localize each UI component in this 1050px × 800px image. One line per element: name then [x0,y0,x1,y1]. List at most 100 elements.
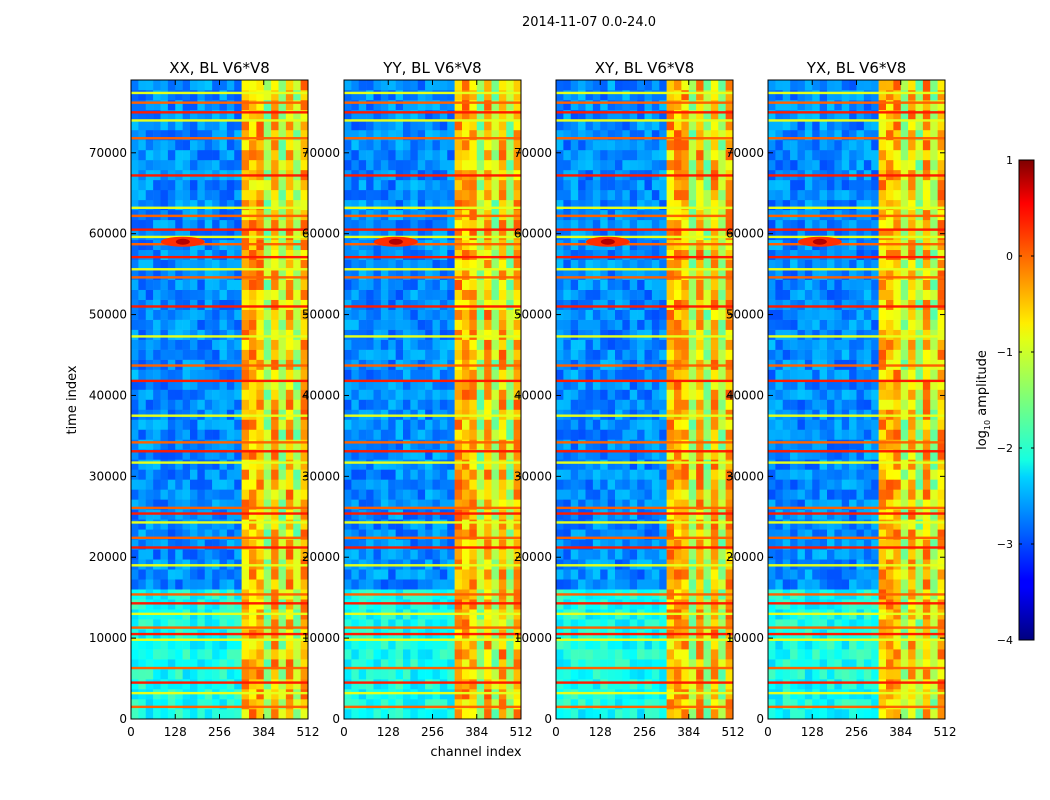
heatmap-cell [241,639,250,650]
heatmap-cell [293,129,301,141]
heatmap-cell [506,479,514,490]
heatmap-cell [278,569,287,580]
heatmap-cell [285,149,294,161]
heatmap-cell [256,339,265,350]
heatmap-cell [153,179,161,191]
heatmap-cell [358,219,367,231]
heatmap-cell [674,279,682,290]
heatmap-cell [513,99,522,111]
heatmap-cell [439,489,448,500]
heatmap-cell [271,299,279,310]
heatmap-cell [226,309,235,320]
heatmap-cell [197,569,206,580]
heatmap-cell [439,119,448,131]
heatmap-cell [498,369,507,380]
heatmap-cell [607,669,616,680]
heatmap-cell [563,89,572,101]
heatmap-cell [696,579,704,590]
heatmap-cell [775,579,784,590]
heatmap-cell [160,289,169,300]
heatmap-cell [622,289,631,300]
heatmap-cell [432,309,441,320]
heatmap-cell [366,189,374,201]
heatmap-cell [285,419,294,430]
heatmap-cell [293,619,301,630]
heatmap-cell [241,269,250,280]
heatmap-cell [190,369,198,380]
heatmap-cell [410,119,419,131]
heatmap-cell [425,339,433,350]
heatmap-cell [241,249,250,261]
heatmap-cell [506,199,514,211]
heatmap-cell [278,429,287,440]
heatmap-cell [570,299,579,310]
heatmap-cell [718,119,726,131]
heatmap-cell [600,469,608,480]
heatmap-cell [768,109,776,121]
heatmap-cell [241,389,250,400]
heatmap-cell [249,109,257,121]
heatmap-cell [271,449,279,460]
heatmap-cell [403,539,411,550]
heatmap-cell [688,479,697,490]
heatmap-cell [513,109,522,121]
heatmap-cell [775,119,784,131]
heatmap-cell [469,569,478,580]
heatmap-cell [167,259,176,270]
heatmap-cell [344,229,352,241]
heatmap-cell [403,439,411,450]
heatmap-cell [182,429,191,440]
heatmap-cell [138,89,147,101]
heatmap-cell [681,539,690,550]
heatmap-cell [131,679,139,690]
heatmap-cell [417,319,426,330]
heatmap-cell [160,149,169,161]
heatmap-cell [666,339,675,350]
heatmap-cell [703,259,712,270]
heatmap-cell [388,459,396,470]
heatmap-cell [659,219,667,231]
heatmap-cell [681,259,690,270]
heatmap-cell [278,119,287,131]
heatmap-cell [578,399,586,410]
heatmap-cell [300,329,309,340]
heatmap-cell [293,649,301,660]
heatmap-cell [718,189,726,201]
heatmap-cell [241,99,250,111]
heatmap-cell [578,249,586,261]
heatmap-cell [204,179,213,191]
heatmap-cell [344,329,352,340]
heatmap-cell [366,279,374,290]
heatmap-cell [263,519,272,530]
heatmap-cell [513,159,522,171]
rfi-time-line [556,111,733,114]
heatmap-cell [469,389,478,400]
heatmap-cell [153,469,161,480]
heatmap-cell [563,249,572,261]
heatmap-cell [462,119,470,131]
heatmap-cell [681,329,690,340]
heatmap-cell [563,389,572,400]
heatmap-cell [366,159,374,171]
heatmap-cell [592,99,601,111]
heatmap-cell [718,669,726,680]
heatmap-cell [454,639,463,650]
heatmap-cell [425,659,433,670]
heatmap-cell [513,489,522,500]
heatmap-cell [131,709,139,720]
heatmap-cell [417,579,426,590]
heatmap-cell [380,99,389,111]
rfi-time-line [131,414,308,417]
heatmap-cell [674,489,682,500]
heatmap-cell [513,699,522,710]
heatmap-cell [506,329,514,340]
heatmap-cell [484,369,492,380]
heatmap-cell [644,349,653,360]
heatmap-cell [380,119,389,131]
heatmap-cell [241,519,250,530]
heatmap-cell [718,289,726,300]
heatmap-cell [484,459,492,470]
heatmap-cell [454,99,463,111]
heatmap-cell [175,299,183,310]
heatmap-cell [607,219,616,231]
